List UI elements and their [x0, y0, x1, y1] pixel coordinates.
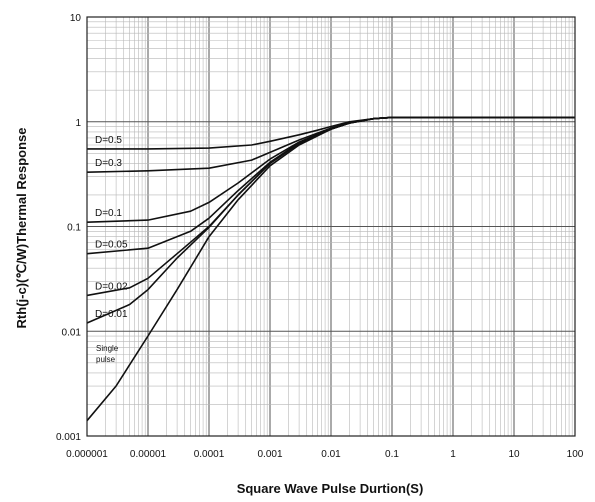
x-tick-label: 0.000001 — [66, 449, 108, 460]
y-tick-label: 10 — [70, 13, 82, 24]
series-label: D=0.05 — [95, 240, 128, 251]
series-label: D=0.3 — [95, 158, 122, 169]
y-tick-label: 0.001 — [56, 432, 81, 443]
y-tick-label: 0.01 — [62, 327, 82, 338]
x-tick-label: 1 — [450, 449, 456, 460]
x-tick-label: 0.001 — [257, 449, 282, 460]
y-tick-label: 0.1 — [67, 223, 81, 234]
series-label: D=0.01 — [95, 309, 128, 320]
x-tick-label: 10 — [508, 449, 520, 460]
plot-frame — [86, 16, 576, 437]
series-label: D=0.02 — [95, 281, 128, 292]
x-tick-label: 100 — [567, 449, 584, 460]
x-tick-label: 0.00001 — [130, 449, 167, 460]
series-label: Single pulse — [96, 344, 119, 364]
series-line — [86, 116, 575, 422]
x-tick-label: 0.01 — [321, 449, 341, 460]
y-tick-label: 1 — [75, 118, 81, 129]
grid-layer — [86, 17, 575, 437]
x-tick-label: 0.0001 — [194, 449, 225, 460]
series-label: D=0.5 — [95, 135, 122, 146]
y-axis-title: Rth(j-c)(℃/W)Thermal Response — [14, 128, 29, 329]
curves-layer — [86, 116, 575, 422]
y-tick-labels: 0.001 0.01 0.1 1 10 — [56, 13, 81, 443]
curve-labels: D=0.5 D=0.3 D=0.1 D=0.05 D=0.02 D=0.01 Single p… — [95, 135, 128, 364]
x-tick-labels: 0.000001 0.00001 0.0001 0.001 0.01 0.1 1 10 100 — [66, 449, 584, 460]
x-tick-label: 0.1 — [385, 449, 399, 460]
series-label: D=0.1 — [95, 208, 122, 219]
x-axis-title: Square Wave Pulse Durtion(S) — [237, 481, 424, 496]
